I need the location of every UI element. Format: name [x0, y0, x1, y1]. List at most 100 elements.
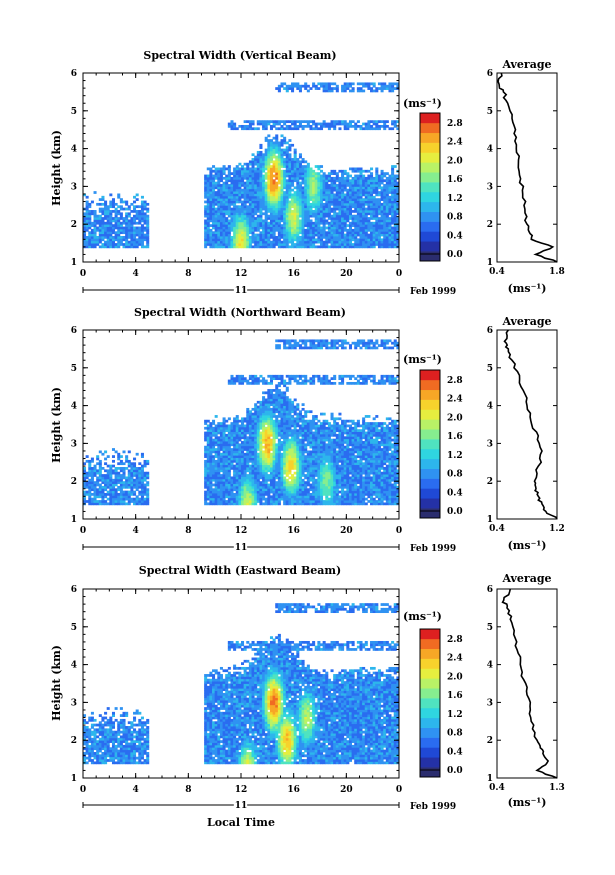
- heatmap-cell: [241, 181, 245, 185]
- heatmap-cell: [346, 191, 350, 194]
- heatmap-cell: [267, 198, 271, 201]
- heatmap-cell: [291, 181, 295, 185]
- heatmap-cell: [275, 217, 279, 220]
- heatmap-cell: [117, 471, 121, 475]
- heatmap-cell: [277, 412, 281, 416]
- heatmap-cell: [88, 474, 92, 477]
- heatmap-cell: [272, 469, 276, 473]
- heatmap-cell: [314, 174, 318, 178]
- heatmap-cell: [269, 412, 273, 416]
- heatmap-cell: [288, 217, 292, 220]
- heatmap-cell: [346, 231, 350, 235]
- heatmap-cell: [130, 488, 134, 492]
- heatmap-cell: [346, 228, 350, 232]
- heatmap-cell: [301, 233, 305, 237]
- heatmap-cell: [330, 193, 334, 197]
- heatmap-cell: [370, 212, 374, 216]
- heatmap-cell: [98, 198, 102, 201]
- heatmap-cell: [246, 452, 250, 456]
- heatmap-cell: [391, 226, 395, 230]
- heatmap-cell: [267, 122, 271, 126]
- heatmap-cell: [146, 490, 150, 494]
- heatmap-cell: [222, 433, 226, 437]
- heatmap-cell: [393, 226, 397, 230]
- heatmap-cell: [212, 188, 216, 192]
- heatmap-cell: [138, 210, 142, 213]
- heatmap-cell: [214, 176, 218, 180]
- heatmap-cell: [372, 195, 376, 199]
- heatmap-cell: [372, 184, 376, 187]
- heatmap-cell: [359, 214, 363, 218]
- heatmap-cell: [362, 198, 366, 201]
- heatmap-cell: [280, 124, 284, 128]
- heatmap-cell: [383, 174, 387, 178]
- heatmap-cell: [385, 176, 389, 180]
- heatmap-cell: [267, 485, 271, 489]
- heatmap-cell: [364, 198, 368, 201]
- heatmap-cell: [377, 184, 381, 187]
- heatmap-cell: [298, 176, 302, 180]
- heatmap-cell: [354, 122, 358, 126]
- heatmap-cell: [320, 124, 324, 128]
- heatmap-cell: [327, 205, 331, 209]
- heatmap-cell: [254, 459, 258, 463]
- heatmap-cell: [85, 212, 89, 216]
- heatmap-cell: [241, 467, 245, 470]
- heatmap-cell: [233, 457, 237, 461]
- heatmap-cell: [296, 214, 300, 218]
- heatmap-cell: [227, 165, 231, 168]
- heatmap-cell: [109, 200, 113, 204]
- heatmap-cell: [119, 231, 123, 235]
- heatmap-cell: [391, 243, 395, 246]
- heatmap-cell: [217, 217, 221, 220]
- heatmap-cell: [393, 191, 397, 194]
- heatmap-cell: [267, 407, 271, 411]
- heatmap-cell: [248, 410, 252, 414]
- heatmap-cell: [119, 497, 123, 501]
- heatmap-cell: [275, 221, 279, 225]
- heatmap-cell: [346, 195, 350, 199]
- heatmap-cell: [312, 120, 316, 124]
- heatmap-cell: [275, 476, 279, 480]
- heatmap-cell: [214, 476, 218, 480]
- heatmap-cell: [301, 207, 305, 211]
- heatmap-cell: [283, 127, 287, 131]
- heatmap-cell: [204, 212, 208, 216]
- heatmap-cell: [241, 424, 245, 428]
- heatmap-cell: [280, 188, 284, 192]
- heatmap-cell: [306, 231, 310, 235]
- heatmap-cell: [206, 457, 210, 461]
- heatmap-cell: [248, 245, 252, 249]
- heatmap-cell: [309, 184, 313, 187]
- heatmap-cell: [280, 224, 284, 227]
- heatmap-cell: [251, 476, 255, 480]
- heatmap-cell: [272, 426, 276, 430]
- heatmap-cell: [248, 124, 252, 128]
- heatmap-cell: [359, 210, 363, 213]
- heatmap-cell: [396, 243, 400, 246]
- heatmap-cell: [309, 167, 313, 171]
- heatmap-cell: [338, 226, 342, 230]
- heatmap-cell: [256, 455, 260, 458]
- heatmap-cell: [391, 207, 395, 211]
- heatmap-cell: [272, 124, 276, 128]
- heatmap-cell: [309, 193, 313, 197]
- profile-line: [497, 72, 558, 263]
- heatmap-cell: [227, 471, 231, 475]
- heatmap-cell: [264, 136, 268, 140]
- heatmap-cell: [238, 478, 242, 482]
- heatmap-cell: [248, 436, 252, 440]
- heatmap-cell: [206, 455, 210, 458]
- heatmap-cell: [214, 481, 218, 484]
- heatmap-cell: [98, 478, 102, 482]
- heatmap-cell: [251, 467, 255, 470]
- heatmap-cell: [375, 184, 379, 187]
- heatmap-cell: [233, 172, 237, 175]
- heatmap-cell: [238, 233, 242, 237]
- heatmap-cell: [346, 188, 350, 192]
- heatmap-cell: [90, 467, 94, 470]
- heatmap-cell: [351, 124, 355, 128]
- heatmap-cell: [140, 469, 144, 473]
- heatmap-cell: [90, 240, 94, 244]
- heatmap-cell: [109, 502, 113, 506]
